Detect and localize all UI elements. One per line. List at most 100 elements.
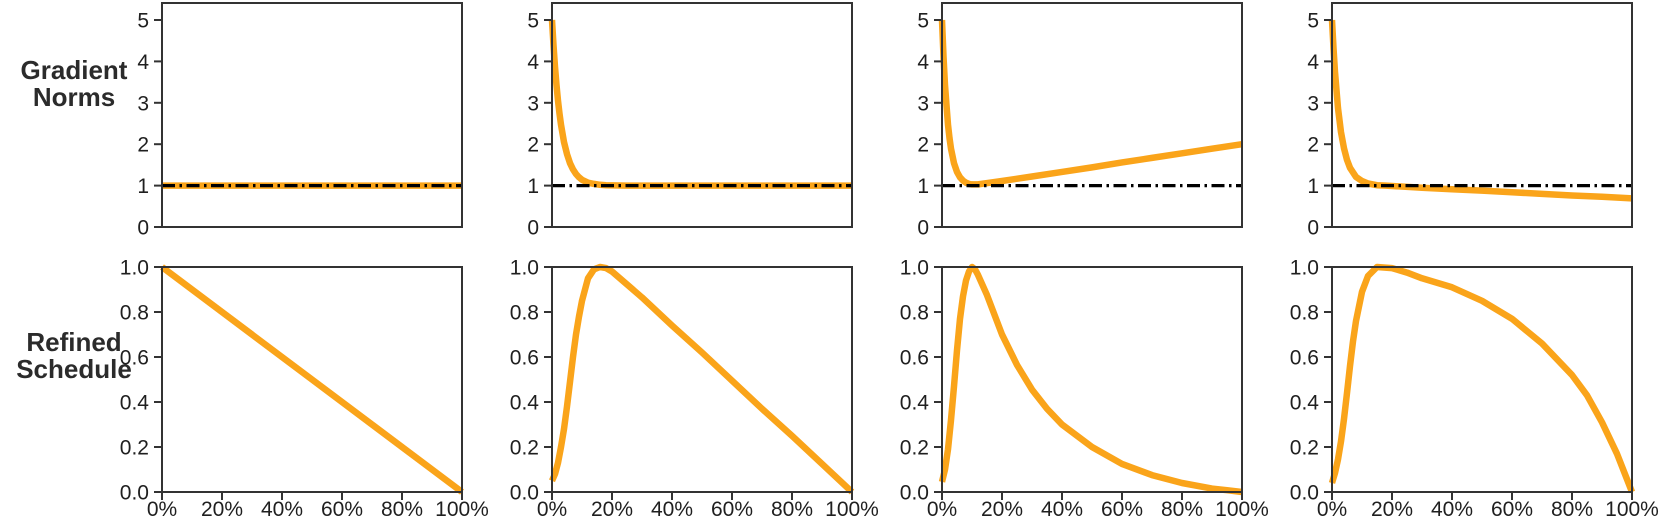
x-tick-label: 40% bbox=[261, 498, 303, 521]
x-tick-label: 100% bbox=[435, 498, 489, 521]
y-tick-label: 3 bbox=[1307, 92, 1319, 115]
x-tick-label: 80% bbox=[381, 498, 423, 521]
y-tick-label: 1 bbox=[137, 175, 149, 198]
y-tick-label: 1 bbox=[527, 175, 539, 198]
y-tick-label: 5 bbox=[137, 10, 149, 33]
gradient-norm-curve bbox=[938, 19, 1243, 188]
y-tick-label: 4 bbox=[527, 51, 539, 74]
y-tick-label: 0.8 bbox=[1290, 302, 1319, 325]
panel-refined-schedule-4: 0.0 0.2 0.4 0.6 0.8 1.0 0% 20% 40% 60% 80% 100% bbox=[1290, 257, 1659, 522]
y-tick-label: 0 bbox=[527, 217, 539, 240]
y-tick-label: 5 bbox=[1307, 10, 1319, 33]
plot-border bbox=[161, 266, 463, 493]
y-tick-label: 5 bbox=[527, 10, 539, 33]
gradient-norm-curve bbox=[1328, 19, 1633, 202]
plot-canvas: 0 1 2 3 4 5 bbox=[1307, 2, 1633, 240]
x-tick-label: 100% bbox=[1215, 498, 1269, 521]
y-tick-label: 1.0 bbox=[1290, 257, 1319, 280]
x-tick-label: 20% bbox=[591, 498, 633, 521]
y-tick-label: 1 bbox=[1307, 175, 1319, 198]
y-tick-label: 0.6 bbox=[1290, 347, 1319, 370]
plot-border bbox=[551, 2, 853, 228]
schedule-curve bbox=[549, 263, 855, 495]
y-tick-label: 2 bbox=[527, 134, 539, 157]
y-tick-label: 0.6 bbox=[900, 347, 929, 370]
plot-border bbox=[161, 2, 463, 228]
y-tick-label: 3 bbox=[527, 92, 539, 115]
schedule-curve bbox=[938, 263, 1243, 496]
x-tick-label: 60% bbox=[711, 498, 753, 521]
row-label-line: Schedule bbox=[16, 354, 132, 384]
y-tick-label: 0 bbox=[1307, 217, 1319, 240]
x-tick-label: 40% bbox=[1431, 498, 1473, 521]
y-tick-label: 0.6 bbox=[510, 347, 539, 370]
y-tick-label: 0.2 bbox=[120, 437, 149, 460]
y-tick-label: 4 bbox=[917, 51, 929, 74]
y-tick-label: 1 bbox=[917, 175, 929, 198]
panel-refined-schedule-1: 0.0 0.2 0.4 0.6 0.8 1.0 0% 20% 40% 60% 80% 100% bbox=[120, 257, 489, 522]
row-label-refined-schedule: Refined Schedule bbox=[0, 329, 148, 383]
y-tick-label: 3 bbox=[137, 92, 149, 115]
row-label-line: Refined bbox=[26, 327, 122, 357]
x-tick-label: 60% bbox=[321, 498, 363, 521]
plot-canvas: 0 1 2 3 4 5 bbox=[917, 2, 1243, 240]
x-tick-label: 20% bbox=[1371, 498, 1413, 521]
panel-refined-schedule-2: 0.0 0.2 0.4 0.6 0.8 1.0 0% 20% 40% 60% 80% 100% bbox=[510, 257, 879, 522]
plot-border bbox=[1331, 2, 1633, 228]
y-tick-label: 0.6 bbox=[120, 347, 149, 370]
y-tick-label: 0.8 bbox=[120, 302, 149, 325]
y-tick-label: 0.0 bbox=[510, 482, 539, 505]
y-tick-label: 0.4 bbox=[510, 392, 540, 415]
panel-gradient-norms-4: 0 1 2 3 4 5 bbox=[1307, 2, 1633, 240]
y-tick-label: 1.0 bbox=[510, 257, 539, 280]
x-tick-label: 100% bbox=[1605, 498, 1659, 521]
x-tick-label: 60% bbox=[1101, 498, 1143, 521]
y-tick-label: 4 bbox=[137, 51, 149, 74]
x-tick-label: 40% bbox=[651, 498, 693, 521]
x-tick-label: 40% bbox=[1041, 498, 1083, 521]
x-tick-label: 0% bbox=[537, 498, 567, 521]
y-tick-label: 0.4 bbox=[1290, 392, 1320, 415]
plot-border bbox=[941, 2, 1243, 228]
panel-gradient-norms-2: 0 1 2 3 4 5 bbox=[527, 2, 853, 240]
y-tick-label: 2 bbox=[917, 134, 929, 157]
y-tick-label: 3 bbox=[917, 92, 929, 115]
schedule-curve bbox=[160, 264, 464, 495]
y-tick-label: 4 bbox=[1307, 51, 1319, 74]
y-tick-label: 0.0 bbox=[1290, 482, 1319, 505]
plot-canvas: 0 1 2 3 4 5 bbox=[527, 2, 853, 240]
plot-border bbox=[551, 266, 853, 493]
x-tick-label: 0% bbox=[1317, 498, 1347, 521]
x-tick-label: 100% bbox=[825, 498, 879, 521]
plot-border bbox=[941, 266, 1243, 493]
plot-canvas: 0 1 2 3 4 5 bbox=[137, 2, 463, 240]
plot-border bbox=[1331, 266, 1633, 493]
y-tick-label: 0.2 bbox=[510, 437, 539, 460]
y-tick-label: 0.2 bbox=[1290, 437, 1319, 460]
gradient-norm-curve bbox=[548, 19, 852, 189]
y-tick-label: 0.0 bbox=[120, 482, 149, 505]
y-tick-label: 0.8 bbox=[900, 302, 929, 325]
x-tick-label: 80% bbox=[1551, 498, 1593, 521]
plot-canvas: 0.0 0.2 0.4 0.6 0.8 1.0 0% 20% 40% 60% 80% 100% bbox=[120, 257, 489, 522]
y-tick-label: 1.0 bbox=[120, 257, 149, 280]
y-tick-label: 0.4 bbox=[120, 392, 150, 415]
row-label-line: Norms bbox=[32, 82, 116, 112]
row-label-gradient-norms: Gradient Norms bbox=[0, 57, 148, 111]
plot-canvas: 0.0 0.2 0.4 0.6 0.8 1.0 0% 20% 40% 60% 80% 100% bbox=[1290, 257, 1659, 522]
x-tick-label: 20% bbox=[981, 498, 1023, 521]
y-tick-label: 0.2 bbox=[900, 437, 929, 460]
plot-canvas: 0.0 0.2 0.4 0.6 0.8 1.0 0% 20% 40% 60% 80% 100% bbox=[510, 257, 879, 522]
panel-refined-schedule-3: 0.0 0.2 0.4 0.6 0.8 1.0 0% 20% 40% 60% 80% 100% bbox=[900, 257, 1269, 522]
x-tick-label: 20% bbox=[201, 498, 243, 521]
y-tick-label: 2 bbox=[1307, 134, 1319, 157]
x-tick-label: 80% bbox=[1161, 498, 1203, 521]
row-label-line: Gradient bbox=[20, 55, 128, 85]
y-tick-label: 5 bbox=[917, 10, 929, 33]
x-tick-label: 0% bbox=[147, 498, 177, 521]
x-tick-label: 0% bbox=[927, 498, 957, 521]
y-tick-label: 0 bbox=[137, 217, 149, 240]
x-tick-label: 60% bbox=[1491, 498, 1533, 521]
schedule-curve bbox=[1328, 263, 1636, 494]
y-tick-label: 0.4 bbox=[900, 392, 930, 415]
